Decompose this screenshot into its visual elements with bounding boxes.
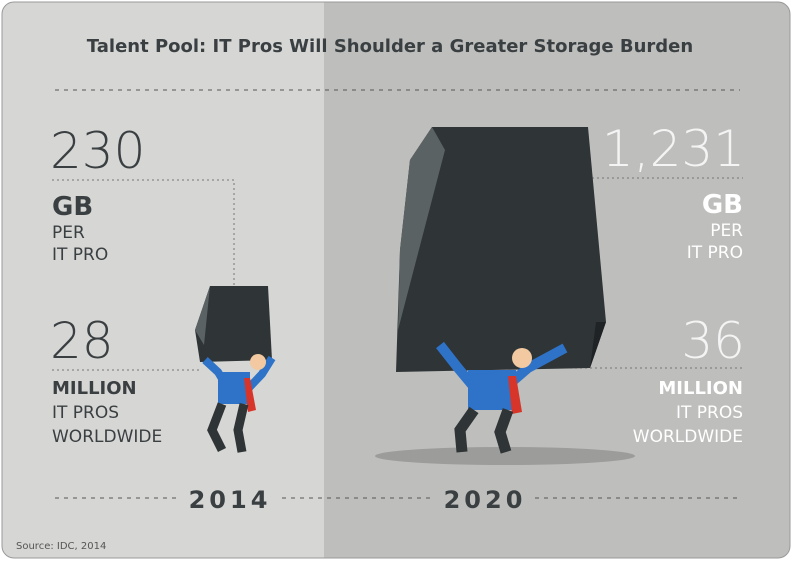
storage-unit: GB bbox=[52, 192, 93, 222]
pros-line: WORLDWIDE bbox=[52, 427, 162, 447]
storage-line: PER bbox=[52, 223, 85, 243]
storage-value: 1,231 bbox=[602, 120, 745, 178]
pros-line: IT PROS bbox=[676, 403, 743, 423]
year: 2014 bbox=[189, 486, 272, 514]
pros-value: 28 bbox=[50, 312, 114, 370]
figure-2014 bbox=[195, 286, 276, 453]
pros-unit: MILLION bbox=[52, 378, 137, 399]
pros-unit: MILLION bbox=[658, 378, 743, 399]
connectors bbox=[52, 177, 743, 371]
storage-line: IT PRO bbox=[687, 243, 743, 263]
title: Talent Pool: IT Pros Will Shoulder a Gre… bbox=[87, 36, 693, 57]
storage-unit: GB bbox=[702, 190, 743, 220]
storage-value: 230 bbox=[50, 122, 145, 180]
storage-line: IT PRO bbox=[52, 245, 108, 265]
source: Source: IDC, 2014 bbox=[16, 541, 106, 552]
figure-2020 bbox=[396, 127, 606, 454]
year: 2020 bbox=[444, 486, 527, 514]
shadow bbox=[375, 447, 635, 465]
pros-line: WORLDWIDE bbox=[633, 427, 743, 447]
pros-line: IT PROS bbox=[52, 403, 119, 423]
pros-value: 36 bbox=[681, 312, 745, 370]
storage-line: PER bbox=[710, 221, 743, 241]
